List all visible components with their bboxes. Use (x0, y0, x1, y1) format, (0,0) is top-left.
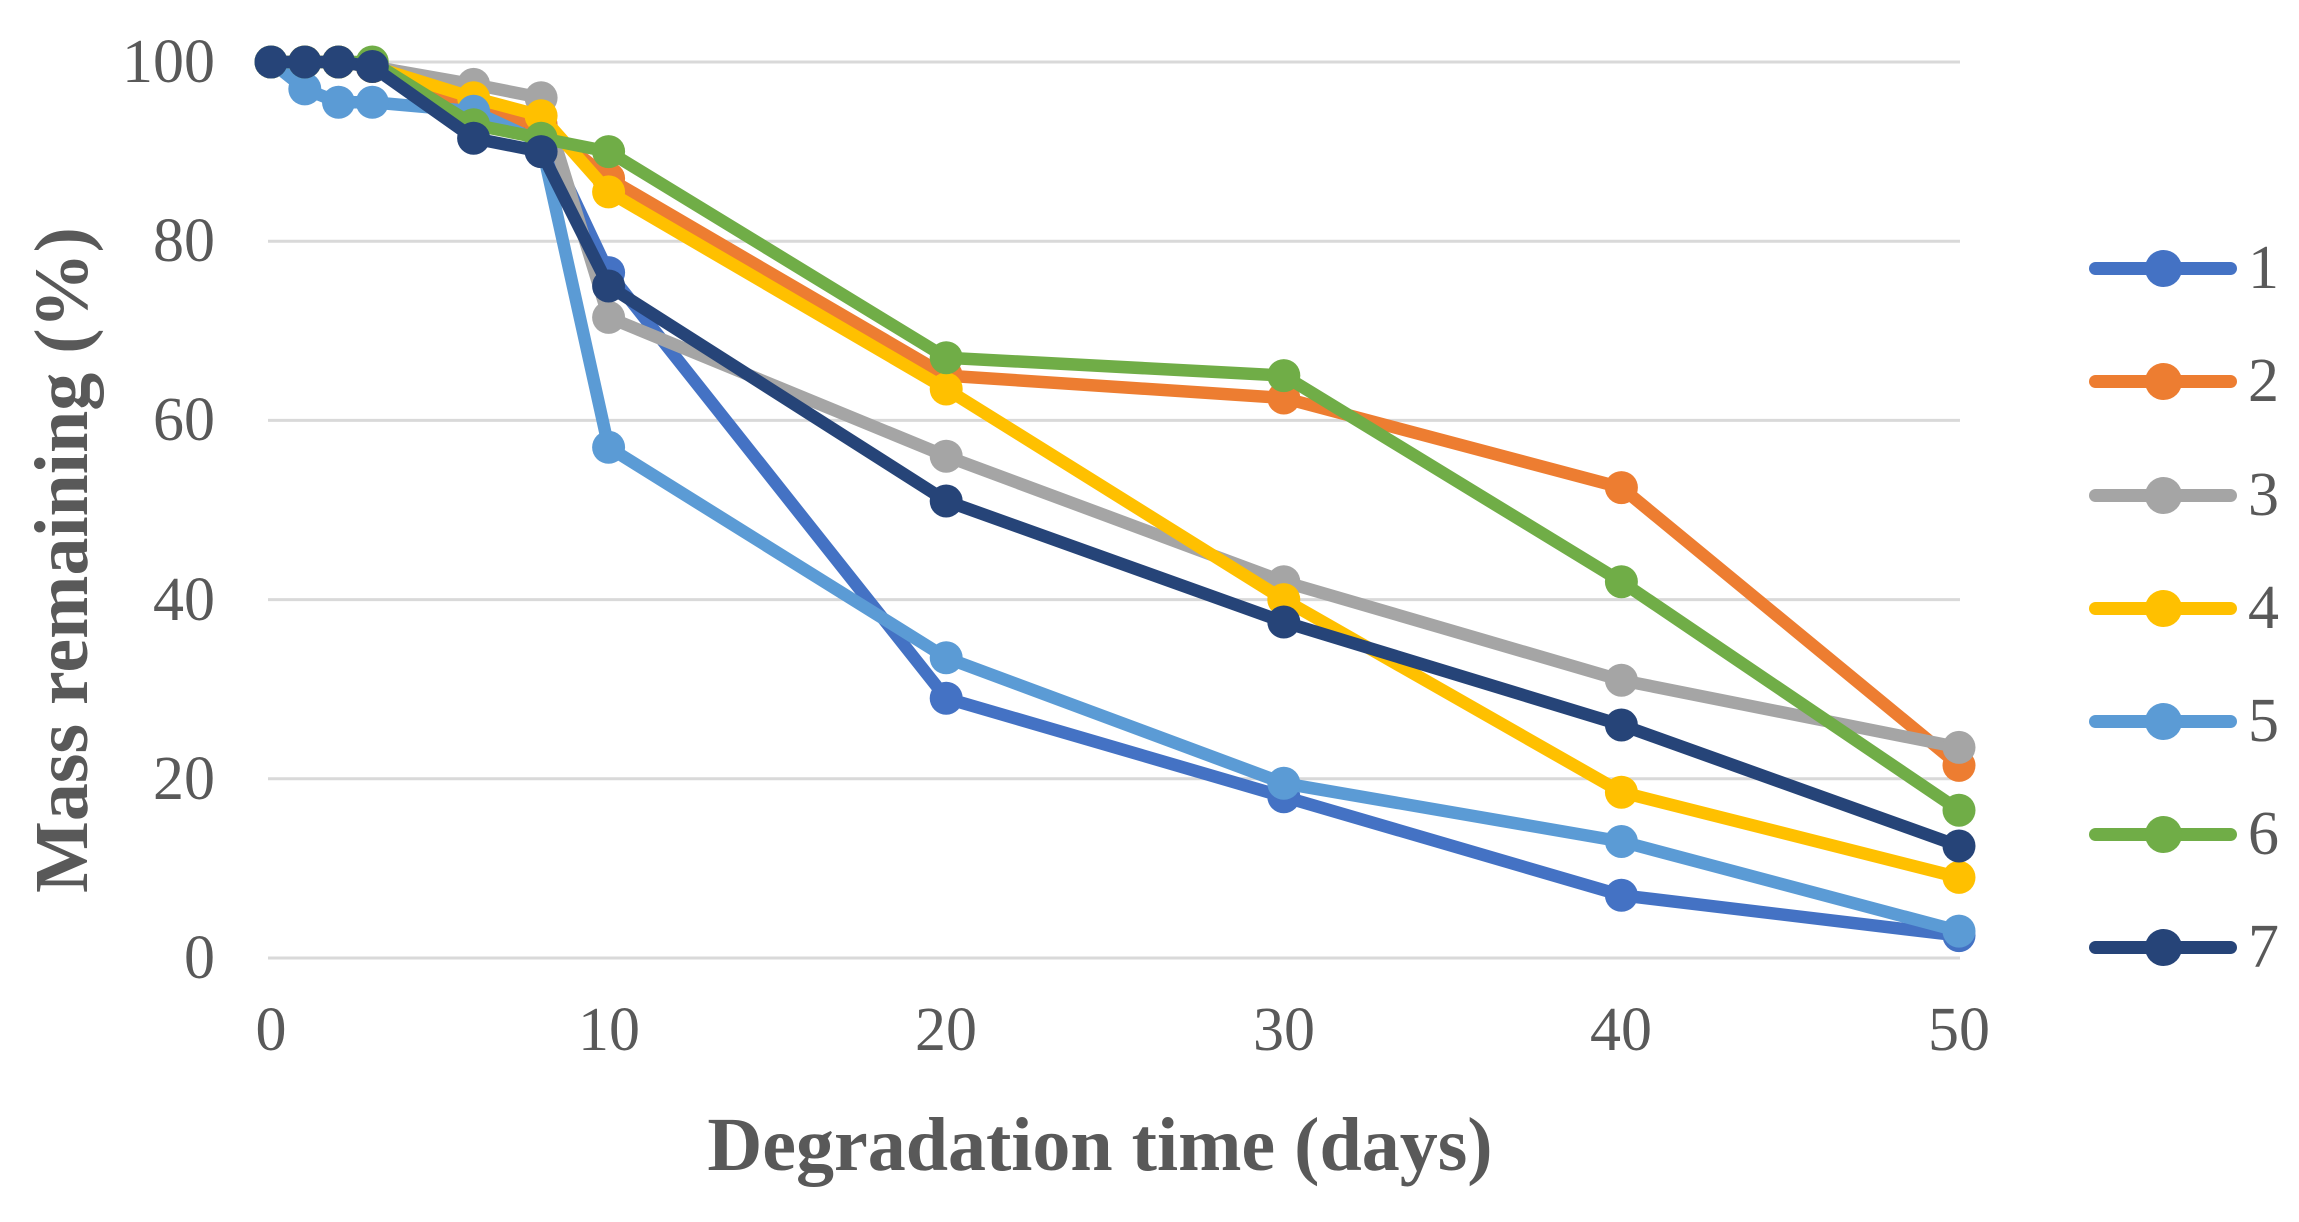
series-2-point-40 (1604, 471, 1638, 505)
series-5-point-2 (322, 85, 355, 119)
series-7-point-3 (355, 50, 389, 83)
series-4 (254, 45, 1976, 894)
series-4-point-50 (1942, 860, 1976, 894)
y-axis-title: Mass remaining (%) (20, 227, 104, 893)
series-6-point-10 (592, 135, 626, 169)
series-7-point-2 (322, 45, 355, 79)
x-tick-20: 20 (915, 996, 977, 1064)
series-5-point-40 (1604, 825, 1638, 858)
legend-label: 4 (2248, 574, 2279, 642)
series-5-point-10 (592, 430, 626, 464)
y-tick-80: 80 (153, 207, 215, 275)
legend-marker-swatch (2145, 929, 2182, 966)
y-tick-100: 100 (122, 28, 215, 96)
series-4-point-20 (929, 372, 963, 406)
legend-label: 3 (2248, 461, 2279, 529)
series-6-point-40 (1604, 565, 1638, 599)
series-3-point-20 (929, 439, 963, 473)
series-7-point-50 (1942, 829, 1976, 863)
series-1-point-40 (1604, 878, 1638, 912)
series-7 (254, 45, 1976, 863)
series-7-point-0 (254, 45, 288, 79)
series-5-point-1 (288, 72, 322, 106)
series-6 (254, 45, 1976, 827)
y-tick-40: 40 (153, 566, 215, 634)
legend-label: 6 (2248, 800, 2279, 868)
y-tick-60: 60 (153, 386, 215, 454)
series-2 (254, 45, 1976, 782)
series-4-point-10 (592, 175, 626, 209)
series-7-point-20 (929, 484, 963, 518)
x-axis-title: Degradation time (days) (707, 1103, 1493, 1187)
legend-marker-swatch (2145, 816, 2182, 853)
series-7-point-6 (457, 121, 491, 155)
series-6-point-50 (1942, 793, 1976, 827)
series-4-point-40 (1604, 775, 1638, 809)
series-line-2 (264, 55, 1966, 772)
series-3 (254, 45, 1976, 764)
y-tick-20: 20 (153, 745, 215, 813)
gridlines (268, 60, 1960, 960)
x-tick-40: 40 (1590, 996, 1652, 1064)
series-5-point-20 (929, 641, 963, 675)
legend-label: 2 (2248, 347, 2279, 415)
legend-label: 7 (2248, 913, 2279, 981)
series-7-point-1 (288, 45, 322, 79)
x-tick-30: 30 (1253, 996, 1315, 1064)
legend-marker-swatch (2145, 250, 2182, 287)
y-tick-0: 0 (184, 924, 215, 992)
legend-marker-swatch (2145, 477, 2182, 514)
legend-marker-swatch (2145, 590, 2182, 627)
x-tick-50: 50 (1928, 996, 1990, 1064)
series-7-point-8 (524, 135, 558, 169)
series-6-point-30 (1267, 359, 1301, 393)
series-5-point-30 (1267, 766, 1301, 800)
legend-marker-swatch (2145, 363, 2182, 400)
series-5-point-50 (1942, 914, 1976, 948)
legend-marker-swatch (2145, 703, 2182, 740)
x-tick-0: 0 (255, 996, 287, 1064)
series-3-point-10 (592, 300, 626, 334)
legend-label: 1 (2248, 234, 2279, 302)
series-3-point-40 (1604, 663, 1638, 697)
series-6-point-20 (929, 341, 963, 375)
series-5-point-3 (355, 85, 389, 119)
series-7-point-10 (592, 269, 626, 303)
series-7-point-30 (1267, 605, 1301, 639)
x-tick-10: 10 (578, 996, 640, 1064)
series-line-7 (264, 55, 1966, 853)
legend-label: 5 (2248, 687, 2279, 755)
series-1-point-20 (929, 681, 963, 715)
series-7-point-40 (1604, 708, 1638, 742)
series-3-point-50 (1942, 730, 1976, 764)
